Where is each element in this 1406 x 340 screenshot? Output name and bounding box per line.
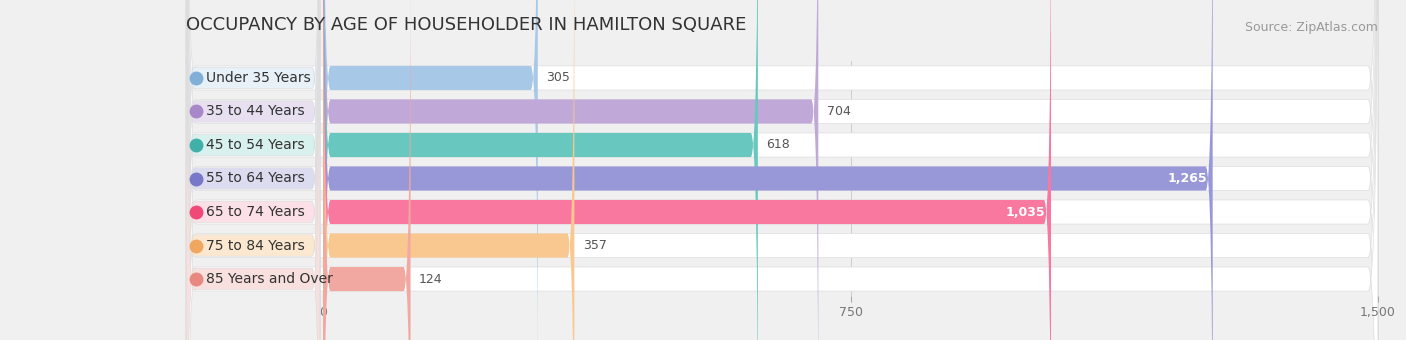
Text: 124: 124 — [419, 273, 443, 286]
Text: 1,265: 1,265 — [1167, 172, 1206, 185]
FancyBboxPatch shape — [323, 0, 818, 340]
FancyBboxPatch shape — [323, 0, 758, 340]
FancyBboxPatch shape — [186, 0, 1378, 340]
Text: 1,035: 1,035 — [1005, 205, 1045, 219]
FancyBboxPatch shape — [186, 0, 321, 340]
FancyBboxPatch shape — [186, 0, 1378, 340]
FancyBboxPatch shape — [186, 0, 321, 340]
Text: 357: 357 — [582, 239, 606, 252]
Text: 618: 618 — [766, 138, 790, 152]
FancyBboxPatch shape — [186, 0, 1378, 340]
FancyBboxPatch shape — [323, 0, 411, 340]
Text: 45 to 54 Years: 45 to 54 Years — [207, 138, 305, 152]
FancyBboxPatch shape — [186, 0, 1378, 340]
FancyBboxPatch shape — [323, 0, 1050, 340]
Text: 704: 704 — [827, 105, 851, 118]
FancyBboxPatch shape — [186, 0, 321, 340]
Text: 65 to 74 Years: 65 to 74 Years — [207, 205, 305, 219]
FancyBboxPatch shape — [186, 0, 321, 340]
Text: 305: 305 — [546, 71, 569, 84]
FancyBboxPatch shape — [186, 0, 1378, 340]
Text: 85 Years and Over: 85 Years and Over — [207, 272, 333, 286]
Text: 55 to 64 Years: 55 to 64 Years — [207, 171, 305, 186]
Text: OCCUPANCY BY AGE OF HOUSEHOLDER IN HAMILTON SQUARE: OCCUPANCY BY AGE OF HOUSEHOLDER IN HAMIL… — [186, 16, 747, 34]
FancyBboxPatch shape — [323, 0, 574, 340]
Text: Under 35 Years: Under 35 Years — [207, 71, 311, 85]
FancyBboxPatch shape — [186, 0, 321, 340]
Text: Source: ZipAtlas.com: Source: ZipAtlas.com — [1244, 21, 1378, 34]
FancyBboxPatch shape — [186, 0, 321, 340]
FancyBboxPatch shape — [186, 0, 1378, 340]
FancyBboxPatch shape — [186, 0, 321, 340]
Text: 35 to 44 Years: 35 to 44 Years — [207, 104, 305, 118]
FancyBboxPatch shape — [323, 0, 1212, 340]
FancyBboxPatch shape — [323, 0, 537, 340]
FancyBboxPatch shape — [186, 0, 1378, 340]
Text: 75 to 84 Years: 75 to 84 Years — [207, 239, 305, 253]
